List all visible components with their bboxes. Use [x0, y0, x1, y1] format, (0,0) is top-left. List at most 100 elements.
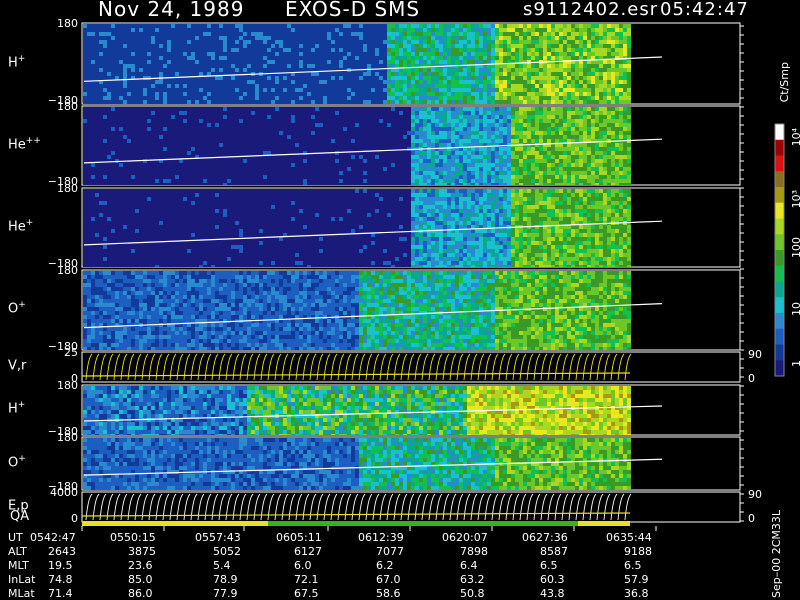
footer-cell: 85.0 [128, 573, 153, 586]
panel-label: E,p [8, 497, 29, 513]
colorbar-segment [775, 297, 784, 314]
line-plot-marks [85, 493, 632, 521]
colorbar-tick-1e3: 10³ [790, 190, 800, 209]
colorbar-segment [775, 328, 784, 345]
footer-cell: 5052 [213, 545, 241, 558]
right-tick-max: 90 [748, 488, 762, 501]
panel-label: H+ [8, 54, 25, 70]
baseline-trace [81, 512, 631, 517]
footer-cell: 36.8 [624, 587, 649, 600]
y-tick-max: 180 [57, 431, 78, 444]
footer-row-label: ALT [8, 545, 27, 558]
footer-cell: 43.8 [540, 587, 565, 600]
footer-row-label: MLat [8, 587, 35, 600]
y-tick-min: −180 [47, 425, 78, 438]
y-tick-min: −180 [47, 340, 78, 353]
footer-row-label: MLT [8, 559, 29, 572]
colorbar-frame [774, 123, 785, 377]
footer-cell: 58.6 [376, 587, 401, 600]
footer-row-label: InLat [8, 573, 36, 586]
footer-cell: 6.5 [624, 559, 642, 572]
right-tick-min: 0 [748, 512, 755, 525]
footer-cell: 2643 [48, 545, 76, 558]
panel-label-text: He [8, 218, 26, 234]
y-tick-min: −180 [47, 175, 78, 188]
footer-cell: 7077 [376, 545, 404, 558]
baseline-trace [81, 372, 631, 377]
footer-cell: 0557:43 [195, 531, 241, 544]
side-note: Sep–00 2CM33L [770, 509, 783, 598]
panel-label: V,r [8, 357, 26, 373]
trace-line [83, 405, 663, 422]
colorbar-segment [775, 155, 784, 172]
panel-label-text: E,p [8, 498, 29, 514]
right-tick-max: 90 [748, 348, 762, 361]
trace-line [83, 303, 663, 329]
footer-cell: 50.8 [460, 587, 485, 600]
footer-cell: 0605:11 [276, 531, 322, 544]
chart-mission: EXOS-D SMS [285, 0, 421, 21]
colorbar-segment [775, 265, 784, 282]
colorbar-segment [775, 187, 784, 204]
footer-cell: 19.5 [48, 559, 73, 572]
panel-label-sup: + [17, 53, 26, 64]
qa-label: QA [10, 509, 30, 524]
footer-cell: 9188 [624, 545, 652, 558]
footer-cell: 6.0 [294, 559, 312, 572]
colorbar-segment [775, 218, 784, 235]
footer-cell: 0550:15 [110, 531, 156, 544]
trace-line [83, 56, 663, 82]
footer-cell: 86.0 [128, 587, 153, 600]
panel-label: O+ [8, 454, 26, 470]
footer-cell: 67.5 [294, 587, 319, 600]
footer-cell: 6.2 [376, 559, 394, 572]
footer-cell: 0635:44 [606, 531, 652, 544]
footer-cell: 78.9 [213, 573, 238, 586]
panel-label-sup: + [17, 400, 26, 410]
colorbar-segment [775, 171, 784, 188]
y-tick-min: −180 [47, 257, 78, 270]
chart-date: Nov 24, 1989 [98, 0, 245, 21]
panel-label-text: V,r [8, 358, 27, 374]
qa-bar-mid [268, 521, 578, 526]
colorbar-segment [775, 313, 784, 330]
y-tick-max: 25 [64, 346, 78, 359]
spectrogram-cells [83, 271, 631, 350]
colorbar-segment [775, 344, 784, 361]
y-tick-min: −180 [47, 94, 78, 107]
header-time: 05:42:47 [660, 0, 749, 20]
panel-frame [81, 351, 741, 383]
footer-cell: 6.4 [460, 559, 478, 572]
footer-cell: 74.8 [48, 573, 73, 586]
colorbar-segment [775, 281, 784, 298]
y-tick-max: 180 [57, 264, 78, 277]
trace-line [83, 458, 663, 476]
trace-line [83, 220, 663, 246]
footer-cell: 3875 [128, 545, 156, 558]
colorbar-segment [775, 139, 784, 156]
footer-cell: 67.0 [376, 573, 401, 586]
panel-label: O+ [8, 300, 26, 316]
colorbar-segment [775, 202, 784, 219]
spectrogram-cells [83, 24, 631, 104]
spectrogram-cells [83, 438, 631, 490]
panel-label-sup: ++ [25, 135, 41, 146]
spectrogram-cells [83, 107, 631, 185]
y-tick-max: 4000 [50, 486, 78, 499]
footer-cell: 60.3 [540, 573, 565, 586]
right-tick-min: 0 [748, 372, 755, 385]
panel-label: H+ [8, 400, 25, 416]
colorbar-unit: Ct/Smp [778, 62, 791, 103]
colorbar-tick-100: 100 [790, 237, 800, 258]
footer-row-label: UT [8, 531, 23, 544]
panel-label-text: H [8, 54, 18, 70]
footer-cell: 77.9 [213, 587, 238, 600]
footer-cell: 23.6 [128, 559, 153, 572]
qa-bar-end [578, 521, 630, 526]
footer-cell: 5.4 [213, 559, 231, 572]
panel-label-text: He [8, 136, 26, 152]
footer-cell: 0542:47 [30, 531, 76, 544]
line-plot-marks [85, 353, 632, 381]
qa-bar-good [82, 521, 268, 526]
